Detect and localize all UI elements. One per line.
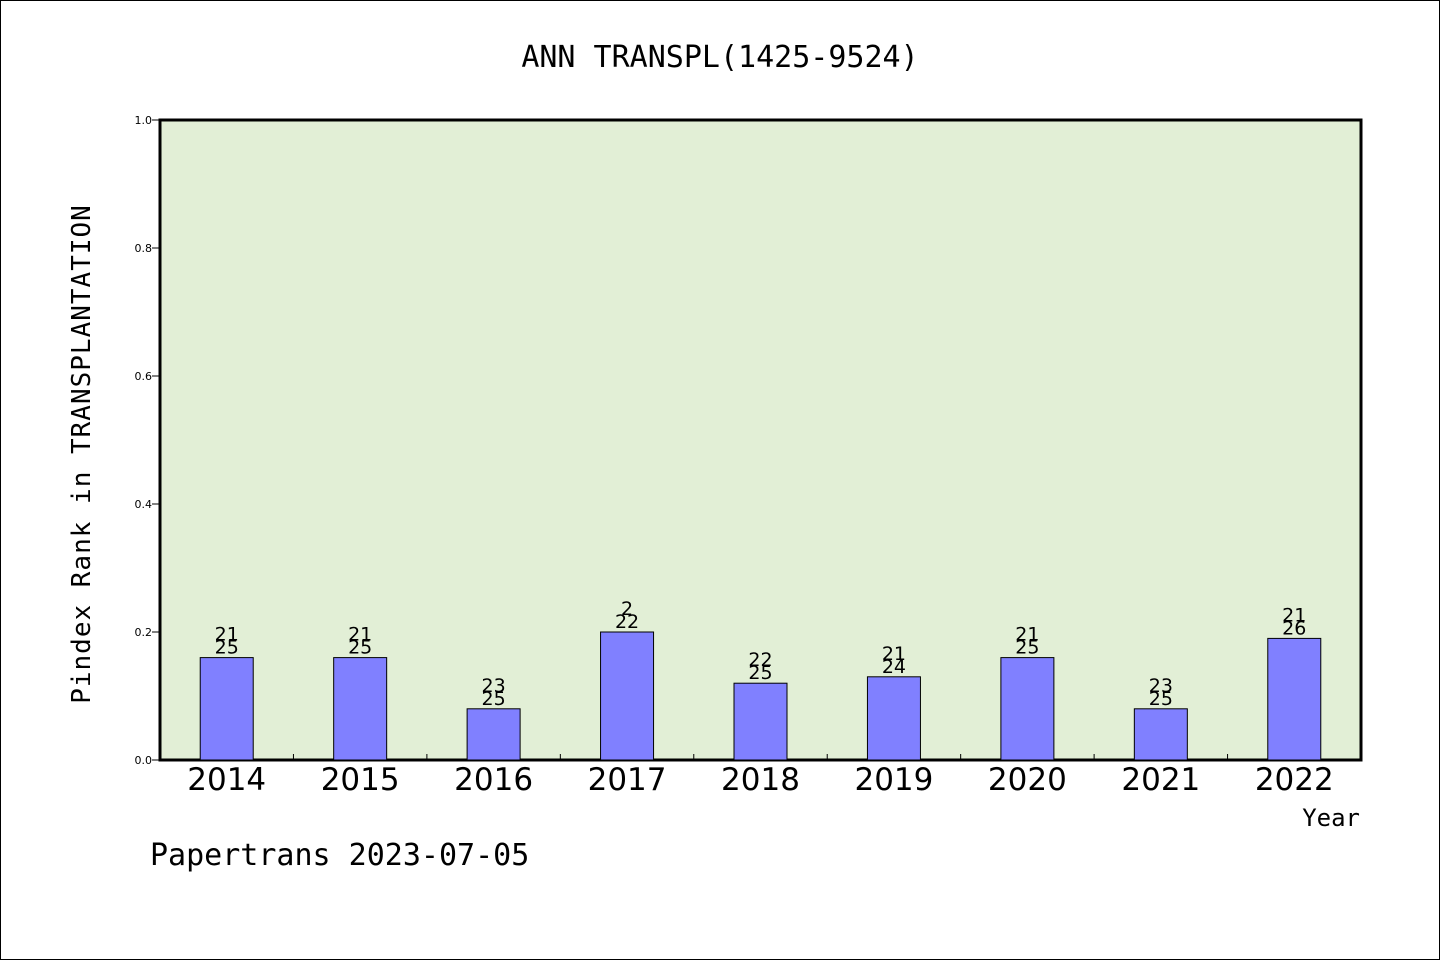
- bar-data-label: 21: [348, 624, 372, 646]
- y-axis-label: Pindex Rank in TRANSPLANTATION: [67, 204, 97, 704]
- bar-2019: [866, 676, 921, 761]
- bar-2017: [600, 631, 655, 761]
- bar-data-label: 21: [1015, 624, 1039, 646]
- bar-data-label: 26: [1282, 617, 1306, 639]
- bar-data-label: 25: [348, 637, 372, 659]
- x-tick-label: 2016: [454, 762, 533, 798]
- x-tick-label: 2022: [1255, 762, 1334, 798]
- bar-data-label: 21: [882, 643, 906, 665]
- bar-data-label: 21: [1282, 604, 1306, 626]
- footer-source-date: Papertrans 2023-07-05: [150, 838, 529, 873]
- bar-2018: [733, 682, 788, 761]
- y-tick-label: 1.0: [135, 114, 153, 127]
- y-tick-label: 0.6: [135, 370, 153, 383]
- y-tick-label: 0.2: [135, 626, 153, 639]
- y-tick-label: 0.8: [135, 242, 153, 255]
- bar-data-label: 25: [1015, 637, 1039, 659]
- bar-data-label: 24: [882, 656, 906, 678]
- y-tick-label: 0.4: [135, 498, 153, 511]
- x-tick-label: 2019: [854, 762, 933, 798]
- bar-2021: [1133, 708, 1188, 761]
- x-tick-label: 2015: [321, 762, 400, 798]
- y-tick-label: 0.0: [135, 754, 153, 767]
- bar-data-label: 25: [1149, 688, 1173, 710]
- bar-data-label: 25: [748, 662, 772, 684]
- bar-data-label: 22: [615, 611, 639, 633]
- x-tick-label: 2021: [1121, 762, 1200, 798]
- bar-data-label: 2: [621, 598, 633, 620]
- bar-data-label: 22: [748, 649, 772, 671]
- x-tick-label: 2020: [988, 762, 1067, 798]
- x-tick-label: 2017: [588, 762, 667, 798]
- bar-2016: [466, 708, 521, 761]
- chart-title: ANN TRANSPL(1425-9524): [521, 40, 918, 75]
- y-axis-ticks: 0.0 0.2 0.4 0.6 0.8 1.0: [135, 114, 160, 767]
- bar-2015: [333, 657, 388, 761]
- x-tick-label: 2014: [187, 762, 266, 798]
- bar-2022: [1267, 637, 1322, 761]
- x-axis-label: Year: [1302, 804, 1360, 832]
- bar-data-label: 21: [215, 624, 239, 646]
- bars: [199, 631, 1322, 761]
- bar-2014: [199, 657, 254, 761]
- bar-data-label: 25: [215, 637, 239, 659]
- bar-2020: [1000, 657, 1055, 761]
- bar-data-label: 25: [482, 688, 506, 710]
- plot-area: [158, 118, 1363, 762]
- bar-data-label: 23: [1149, 675, 1173, 697]
- x-axis-ticks: 2014 2015 2016 2017 2018 2019 2020 2021 2022: [187, 754, 1334, 798]
- x-tick-label: 2018: [721, 762, 800, 798]
- bar-data-label: 23: [482, 675, 506, 697]
